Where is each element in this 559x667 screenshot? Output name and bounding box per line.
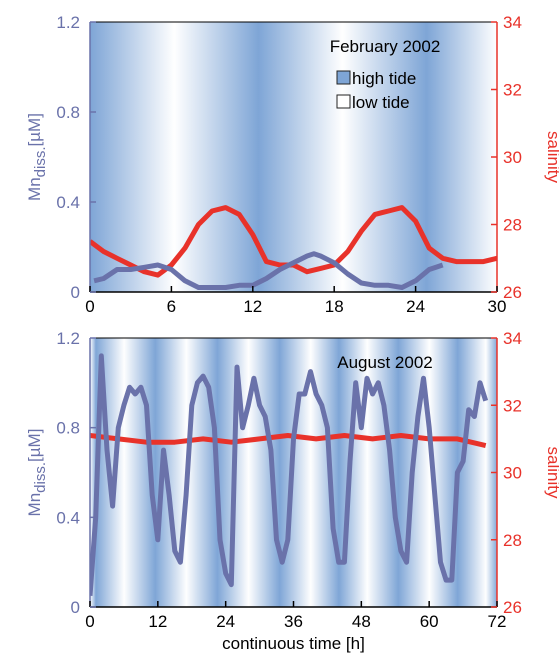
y2-tick-label: 30 bbox=[503, 464, 522, 483]
x-tick-label: 0 bbox=[85, 297, 94, 316]
x-tick-label: 18 bbox=[325, 297, 344, 316]
legend-label: low tide bbox=[352, 93, 410, 112]
y2-tick-label: 34 bbox=[503, 329, 522, 348]
y-tick-label: 0.8 bbox=[56, 419, 80, 438]
x-axis-label: continuous time [h] bbox=[222, 634, 365, 653]
y-tick-label: 0 bbox=[71, 598, 80, 617]
tide-band bbox=[258, 22, 343, 292]
tide-band bbox=[338, 338, 368, 607]
y-tick-label: 0.4 bbox=[56, 193, 80, 212]
tide-band bbox=[90, 22, 175, 292]
x-tick-label: 48 bbox=[352, 612, 371, 631]
y2-tick-label: 32 bbox=[503, 81, 522, 100]
y2-axis-label: salinity bbox=[544, 131, 559, 183]
tide-band bbox=[186, 338, 218, 607]
data-line bbox=[90, 353, 489, 596]
x-tick-label: 0 bbox=[85, 612, 94, 631]
y-tick-label: 0.8 bbox=[56, 103, 80, 122]
legend-swatch bbox=[336, 70, 351, 85]
y2-axis-label: salinity bbox=[544, 447, 559, 499]
y-label-main: Mn bbox=[25, 493, 44, 517]
x-tick-label: 24 bbox=[406, 297, 425, 316]
y-label-main: Mn bbox=[25, 177, 44, 201]
y-tick-label: 0 bbox=[71, 283, 80, 302]
tide-band bbox=[457, 338, 487, 607]
y2-tick-label: 26 bbox=[503, 283, 522, 302]
y-label-sub: diss. bbox=[32, 462, 49, 493]
y-label-unit: [µM] bbox=[25, 113, 44, 146]
x-tick-label: 12 bbox=[243, 297, 262, 316]
y-tick-label: 0.4 bbox=[56, 508, 80, 527]
legend-swatch bbox=[336, 94, 351, 109]
y-label-unit: [µM] bbox=[25, 429, 44, 462]
y-axis-label: Mndiss.[µM] bbox=[25, 429, 49, 517]
tide-band bbox=[310, 338, 340, 607]
y-tick-label: 1.2 bbox=[56, 329, 80, 348]
y2-tick-label: 32 bbox=[503, 396, 522, 415]
data-line bbox=[90, 433, 487, 449]
x-tick-label: 30 bbox=[488, 297, 507, 316]
x-tick-label: 6 bbox=[167, 297, 176, 316]
tide-band bbox=[342, 22, 427, 292]
x-tick-label: 12 bbox=[148, 612, 167, 631]
x-tick-label: 24 bbox=[216, 612, 235, 631]
x-tick-label: 72 bbox=[488, 612, 507, 631]
y2-tick-label: 28 bbox=[503, 216, 522, 235]
y2-tick-label: 28 bbox=[503, 531, 522, 550]
x-tick-label: 60 bbox=[420, 612, 439, 631]
y-tick-label: 1.2 bbox=[56, 13, 80, 32]
legend-label: high tide bbox=[352, 69, 416, 88]
tide-band bbox=[90, 338, 97, 607]
annotation: August 2002 bbox=[337, 353, 432, 372]
y2-tick-label: 34 bbox=[503, 13, 522, 32]
tide-band bbox=[174, 22, 259, 292]
y-axis-label: Mndiss.[µM] bbox=[25, 113, 49, 201]
x-tick-label: 36 bbox=[284, 612, 303, 631]
annotation: February 2002 bbox=[330, 37, 441, 56]
y2-tick-label: 30 bbox=[503, 148, 522, 167]
y2-tick-label: 26 bbox=[503, 598, 522, 617]
y-label-sub: diss. bbox=[32, 146, 49, 177]
data-line bbox=[93, 251, 444, 290]
tide-band bbox=[426, 22, 498, 292]
